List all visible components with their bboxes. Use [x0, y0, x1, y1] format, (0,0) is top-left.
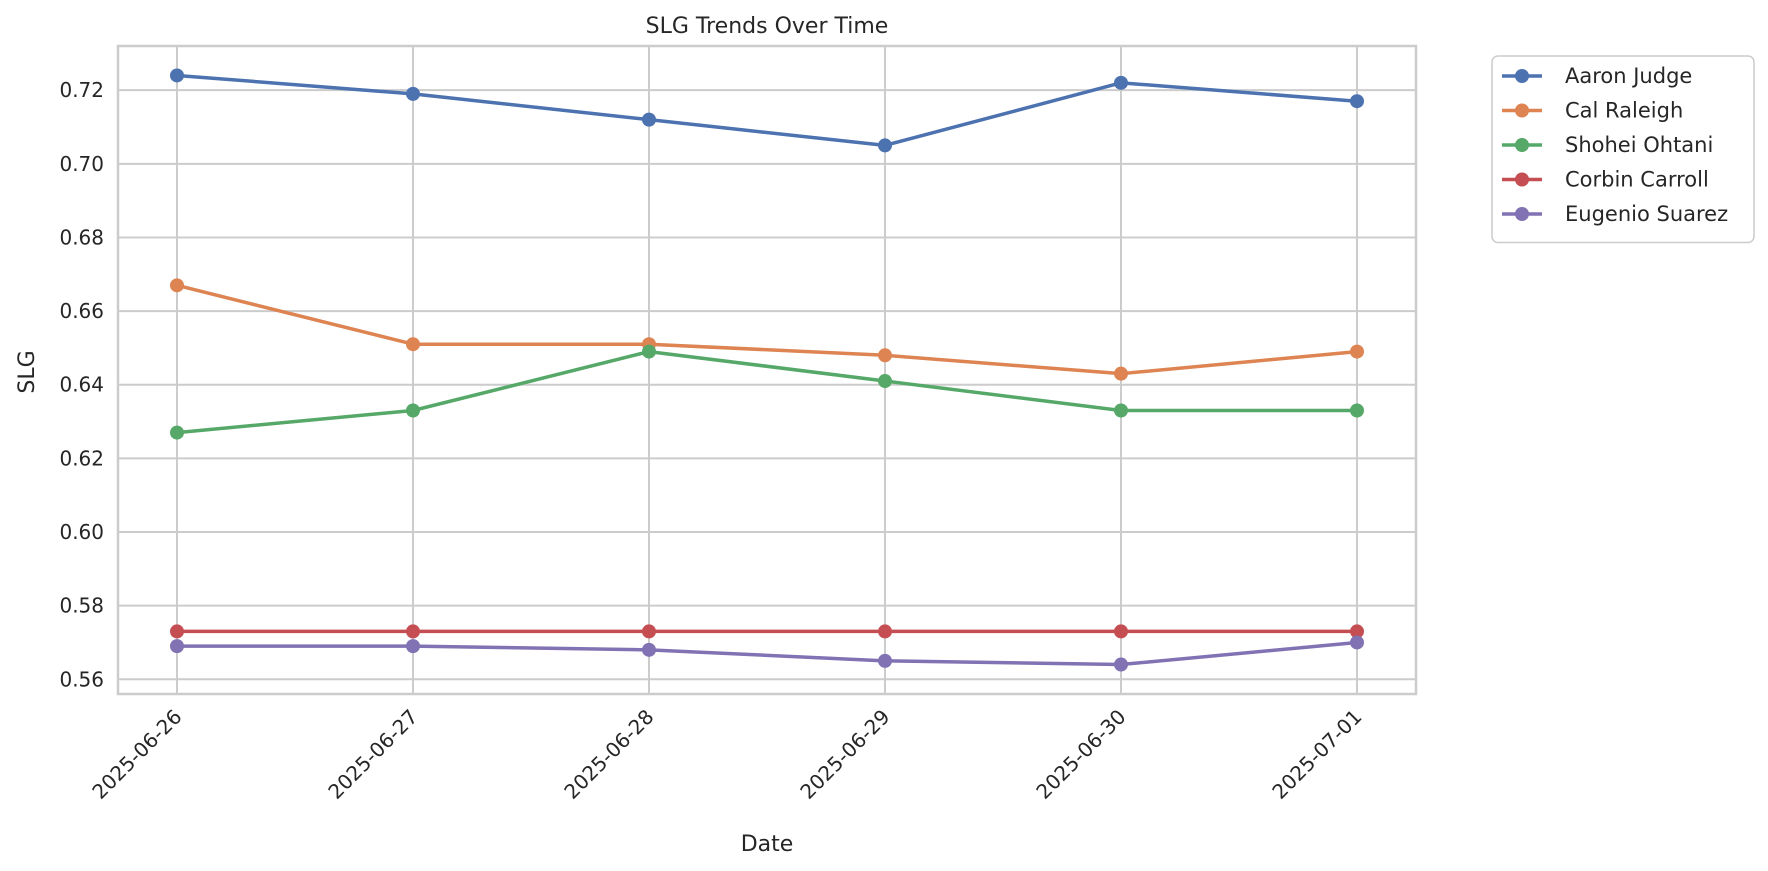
legend-swatch-marker	[1515, 207, 1529, 221]
plot-frame	[116, 44, 1418, 696]
chart-title: SLG Trends Over Time	[646, 14, 889, 39]
x-tick-label: 2025-06-30	[1031, 705, 1130, 804]
x-tick-label: 2025-06-26	[87, 705, 186, 804]
data-point	[1350, 344, 1364, 359]
data-point	[406, 403, 420, 418]
legend-label: Aaron Judge	[1565, 64, 1692, 88]
series-layer	[170, 68, 1364, 672]
data-point	[878, 348, 892, 363]
series-aaron-judge	[170, 68, 1364, 153]
data-point	[406, 86, 420, 101]
series-cal-raleigh	[170, 278, 1364, 381]
data-point	[1114, 366, 1128, 381]
data-point	[406, 639, 420, 654]
y-tick-label: 0.68	[59, 225, 104, 249]
x-tick-label: 2025-06-28	[559, 705, 658, 804]
y-tick-label: 0.60	[59, 520, 104, 544]
data-point	[878, 653, 892, 668]
series-line	[176, 73, 1358, 148]
legend-swatch-marker	[1515, 138, 1529, 152]
legend-label: Shohei Ohtani	[1565, 133, 1713, 157]
legend-label: Corbin Carroll	[1565, 168, 1709, 192]
series-line	[177, 640, 1358, 667]
data-point	[406, 337, 420, 352]
y-axis-label: SLG	[15, 350, 40, 393]
data-point	[878, 138, 892, 153]
data-point	[878, 624, 892, 639]
grid-layer	[118, 46, 1416, 694]
data-point	[170, 425, 184, 440]
data-point	[1114, 75, 1128, 90]
y-tick-labels: 0.56 0.58 0.60 0.62 0.64 0.66 0.68 0.70 0.72	[59, 78, 104, 691]
data-point	[1114, 657, 1128, 672]
x-tick-label: 2025-07-01	[1267, 705, 1366, 804]
data-point	[878, 374, 892, 389]
data-point	[1114, 403, 1128, 418]
data-point	[170, 624, 184, 639]
legend-item: Cal Raleigh	[1502, 99, 1683, 123]
y-tick-label: 0.56	[59, 667, 104, 691]
y-tick-label: 0.58	[59, 594, 104, 618]
legend-swatch-marker	[1515, 172, 1529, 187]
y-tick-label: 0.66	[59, 299, 104, 323]
series-corbin-carroll	[170, 624, 1364, 639]
y-tick-label: 0.64	[59, 373, 104, 397]
data-point	[642, 642, 656, 657]
series-shohei-ohtani	[170, 344, 1364, 440]
x-tick-labels: 2025-06-26 2025-06-27 2025-06-28 2025-06-29…	[87, 705, 1366, 804]
series-line	[176, 283, 1358, 376]
legend-item: Aaron Judge	[1502, 64, 1692, 88]
data-point	[1350, 624, 1364, 639]
data-point	[642, 112, 656, 127]
data-point	[1114, 624, 1128, 639]
legend-swatch-marker	[1515, 69, 1529, 83]
legend-label: Eugenio Suarez	[1565, 202, 1728, 226]
data-point	[642, 344, 656, 359]
legend-label: Cal Raleigh	[1565, 99, 1683, 123]
legend-item: Eugenio Suarez	[1502, 202, 1728, 226]
data-point	[170, 639, 184, 654]
data-point	[170, 278, 184, 293]
legend: Aaron Judge Cal Raleigh Shohei Ohtani Corbi…	[1491, 55, 1755, 244]
y-tick-label: 0.62	[59, 446, 104, 470]
series-line	[176, 349, 1357, 435]
data-point	[642, 624, 656, 639]
data-point	[1350, 94, 1364, 109]
data-point	[170, 68, 184, 83]
y-tick-label: 0.72	[59, 78, 104, 102]
x-axis-label: Date	[741, 832, 794, 857]
legend-box	[1491, 55, 1755, 244]
series-eugenio-suarez	[170, 635, 1364, 672]
legend-item: Corbin Carroll	[1502, 168, 1709, 192]
data-point	[1350, 403, 1364, 418]
x-tick-label: 2025-06-29	[795, 705, 894, 804]
y-tick-label: 0.70	[59, 152, 104, 176]
legend-swatch-marker	[1515, 103, 1529, 118]
data-point	[406, 624, 420, 639]
x-tick-label: 2025-06-27	[323, 705, 422, 804]
legend-item: Shohei Ohtani	[1502, 133, 1713, 157]
data-point	[1350, 635, 1364, 650]
